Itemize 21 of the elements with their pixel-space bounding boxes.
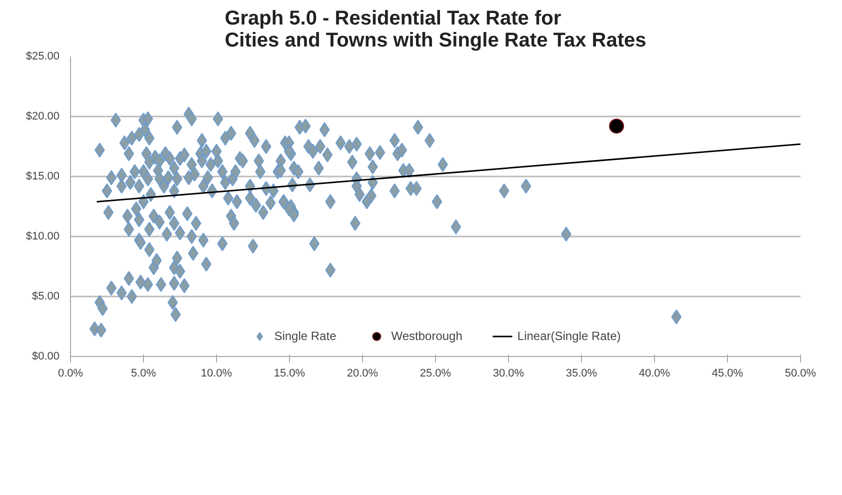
y-tick-label: $15.00 xyxy=(26,170,60,182)
x-tick-label: 50.0% xyxy=(784,368,816,380)
y-tick-label: $25.00 xyxy=(26,50,60,62)
x-tick-label: 5.0% xyxy=(130,368,156,380)
x-tick-label: 0.0% xyxy=(58,368,84,380)
legend-label: Linear(Single Rate) xyxy=(517,329,621,343)
x-tick-label: 35.0% xyxy=(566,368,598,380)
x-tick-label: 20.0% xyxy=(346,368,378,380)
x-tick-label: 25.0% xyxy=(420,368,452,380)
x-tick-label: 10.0% xyxy=(200,368,232,380)
y-tick-label: $0.00 xyxy=(32,350,60,362)
y-tick-label: $5.00 xyxy=(32,290,60,302)
x-tick-label: 45.0% xyxy=(712,368,744,380)
legend-label: Westborough xyxy=(391,329,462,343)
y-tick-label: $10.00 xyxy=(26,230,60,242)
y-tick-label: $20.00 xyxy=(26,110,60,122)
x-tick-label: 30.0% xyxy=(492,368,524,380)
x-tick-label: 40.0% xyxy=(638,368,670,380)
x-tick-label: 15.0% xyxy=(274,368,306,380)
legend-label: Single Rate xyxy=(274,329,336,343)
chart-title: Graph 5.0 - Residential Tax Rate for Cities and Towns with Single Rate Tax Rates xyxy=(224,8,646,52)
